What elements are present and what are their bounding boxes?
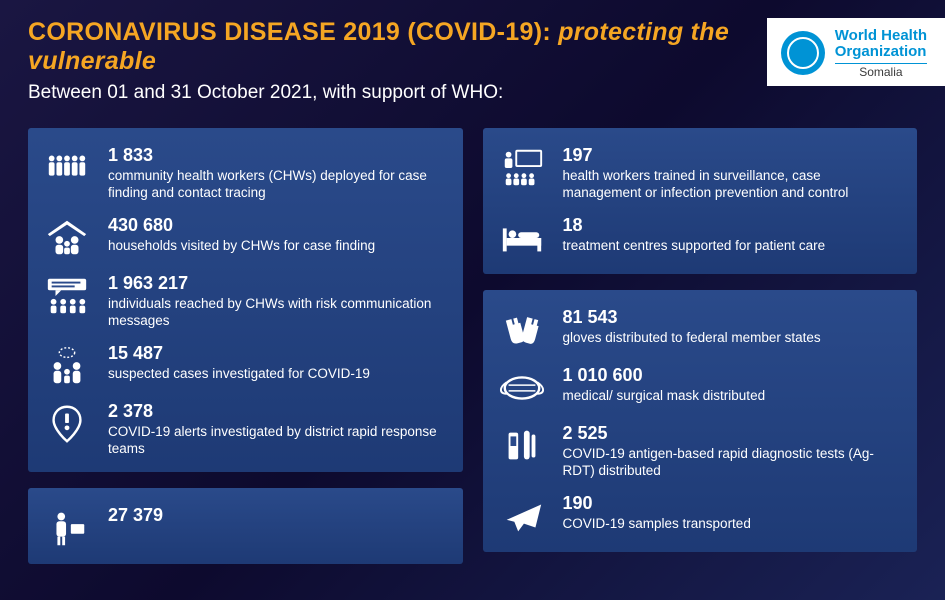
content-grid: 1 833community health workers (CHWs) dep… bbox=[0, 104, 945, 564]
who-logo-box: World Health Organization Somalia bbox=[767, 18, 945, 86]
stat-text: 197health workers trained in surveillanc… bbox=[563, 146, 900, 202]
alert-pin-icon bbox=[42, 402, 92, 446]
stat-description: suspected cases investigated for COVID-1… bbox=[108, 365, 445, 383]
subtitle: Between 01 and 31 October 2021, with sup… bbox=[28, 82, 767, 104]
stat-description: community health workers (CHWs) deployed… bbox=[108, 167, 445, 202]
stat-text: 15 487suspected cases investigated for C… bbox=[108, 344, 445, 382]
stat-number: 15 487 bbox=[108, 344, 445, 364]
stat-description: medical/ surgical mask distributed bbox=[563, 387, 900, 405]
stat-number: 1 963 217 bbox=[108, 274, 445, 294]
panel-left-1: 1 833community health workers (CHWs) dep… bbox=[28, 128, 463, 472]
stat-number: 81 543 bbox=[563, 308, 900, 328]
stat-text: 18treatment centres supported for patien… bbox=[563, 216, 900, 254]
title-block: CORONAVIRUS DISEASE 2019 (COVID-19): pro… bbox=[28, 18, 767, 104]
stat-row: 1 833community health workers (CHWs) dep… bbox=[42, 146, 445, 202]
test-kit-icon bbox=[497, 424, 547, 468]
who-logo-text: World Health Organization Somalia bbox=[835, 28, 927, 78]
panel-right-2: 81 543gloves distributed to federal memb… bbox=[483, 290, 918, 552]
stat-number: 1 833 bbox=[108, 146, 445, 166]
stat-text: 1 963 217individuals reached by CHWs wit… bbox=[108, 274, 445, 330]
stat-description: COVID-19 samples transported bbox=[563, 515, 900, 533]
stat-description: individuals reached by CHWs with risk co… bbox=[108, 295, 445, 330]
stat-text: 190COVID-19 samples transported bbox=[563, 494, 900, 532]
org-country: Somalia bbox=[835, 63, 927, 79]
stat-description: households visited by CHWs for case find… bbox=[108, 237, 445, 255]
stat-text: 1 010 600medical/ surgical mask distribu… bbox=[563, 366, 900, 404]
gloves-icon bbox=[497, 308, 547, 352]
stat-text: 2 525COVID-19 antigen-based rapid diagno… bbox=[563, 424, 900, 480]
stat-number: 1 010 600 bbox=[563, 366, 900, 386]
stat-row: 2 378COVID-19 alerts investigated by dis… bbox=[42, 402, 445, 458]
stat-row: 2 525COVID-19 antigen-based rapid diagno… bbox=[497, 424, 900, 480]
mask-icon bbox=[497, 366, 547, 410]
title-part1: CORONAVIRUS DISEASE 2019 (COVID-19): bbox=[28, 18, 558, 46]
panel-left-2: 27 379 bbox=[28, 488, 463, 564]
right-column: 197health workers trained in surveillanc… bbox=[483, 128, 918, 564]
training-board-icon bbox=[497, 146, 547, 190]
stat-row: 15 487suspected cases investigated for C… bbox=[42, 344, 445, 388]
who-emblem-icon bbox=[781, 31, 825, 75]
stat-description: gloves distributed to federal member sta… bbox=[563, 329, 900, 347]
stat-number: 2 378 bbox=[108, 402, 445, 422]
stat-number: 18 bbox=[563, 216, 900, 236]
stat-number: 190 bbox=[563, 494, 900, 514]
header: CORONAVIRUS DISEASE 2019 (COVID-19): pro… bbox=[0, 0, 945, 104]
speech-crowd-icon bbox=[42, 274, 92, 318]
stat-row: 81 543gloves distributed to federal memb… bbox=[497, 308, 900, 352]
main-title: CORONAVIRUS DISEASE 2019 (COVID-19): pro… bbox=[28, 18, 767, 76]
stat-text: 27 379 bbox=[108, 506, 445, 527]
stat-number: 197 bbox=[563, 146, 900, 166]
stat-row: 18treatment centres supported for patien… bbox=[497, 216, 900, 260]
person-test-icon bbox=[42, 506, 92, 550]
airplane-icon bbox=[497, 494, 547, 538]
stat-number: 27 379 bbox=[108, 506, 445, 526]
stat-row: 1 963 217individuals reached by CHWs wit… bbox=[42, 274, 445, 330]
org-line2: Organization bbox=[835, 44, 927, 60]
hospital-bed-icon bbox=[497, 216, 547, 260]
people-group-icon bbox=[42, 146, 92, 190]
panel-right-1: 197health workers trained in surveillanc… bbox=[483, 128, 918, 274]
stat-description: COVID-19 antigen-based rapid diagnostic … bbox=[563, 445, 900, 480]
house-family-icon bbox=[42, 216, 92, 260]
people-talk-icon bbox=[42, 344, 92, 388]
stat-description: treatment centres supported for patient … bbox=[563, 237, 900, 255]
stat-number: 430 680 bbox=[108, 216, 445, 236]
stat-description: health workers trained in surveillance, … bbox=[563, 167, 900, 202]
left-column: 1 833community health workers (CHWs) dep… bbox=[28, 128, 463, 564]
stat-row: 27 379 bbox=[42, 506, 445, 550]
stat-text: 81 543gloves distributed to federal memb… bbox=[563, 308, 900, 346]
stat-description: COVID-19 alerts investigated by district… bbox=[108, 423, 445, 458]
stat-text: 430 680households visited by CHWs for ca… bbox=[108, 216, 445, 254]
stat-text: 2 378COVID-19 alerts investigated by dis… bbox=[108, 402, 445, 458]
stat-row: 1 010 600medical/ surgical mask distribu… bbox=[497, 366, 900, 410]
org-line1: World Health bbox=[835, 28, 927, 44]
stat-row: 190COVID-19 samples transported bbox=[497, 494, 900, 538]
stat-number: 2 525 bbox=[563, 424, 900, 444]
stat-row: 430 680households visited by CHWs for ca… bbox=[42, 216, 445, 260]
stat-row: 197health workers trained in surveillanc… bbox=[497, 146, 900, 202]
stat-text: 1 833community health workers (CHWs) dep… bbox=[108, 146, 445, 202]
